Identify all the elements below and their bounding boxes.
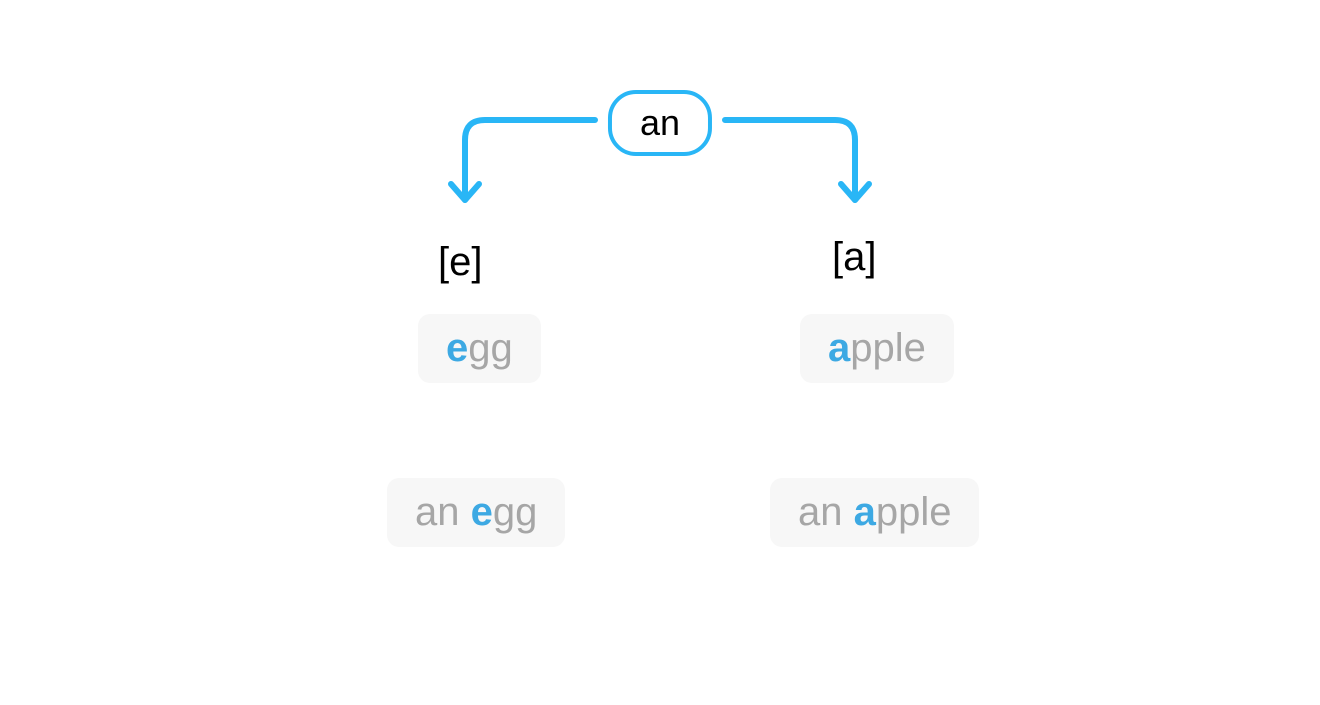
highlight-letter: a (828, 326, 850, 370)
highlight-letter: a (854, 490, 876, 534)
phrase-prefix: an (415, 490, 471, 534)
phoneme-label-a: [a] (832, 235, 876, 280)
root-label: an (640, 102, 680, 143)
phoneme-label-e: [e] (438, 240, 482, 285)
article-diagram: an [e] egg an egg [a] apple an apple (0, 0, 1320, 705)
phrase-rest: pple (876, 490, 952, 534)
phrase-box-an-apple: an apple (770, 478, 979, 547)
word-box-egg: egg (418, 314, 541, 383)
phrase-rest: gg (493, 490, 538, 534)
phoneme-text: [a] (832, 235, 876, 279)
highlight-letter: e (446, 326, 468, 370)
word-rest: pple (850, 326, 926, 370)
phrase-box-an-egg: an egg (387, 478, 565, 547)
highlight-letter: e (471, 490, 493, 534)
phrase-prefix: an (798, 490, 854, 534)
word-rest: gg (468, 326, 513, 370)
word-box-apple: apple (800, 314, 954, 383)
phoneme-text: [e] (438, 240, 482, 284)
root-node: an (608, 90, 712, 156)
